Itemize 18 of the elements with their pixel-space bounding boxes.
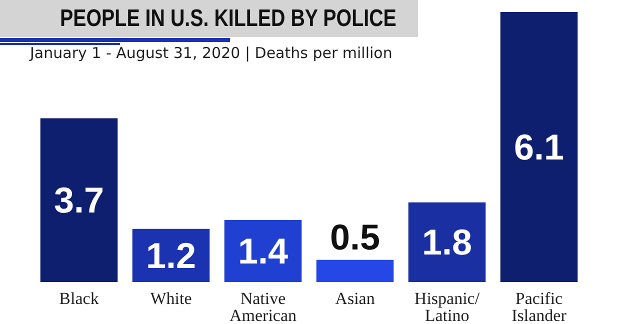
data-label: 1.4 [238, 230, 288, 272]
x-tick-label: Black [59, 289, 100, 308]
text: January 1 - August 31, 2020 | Deaths per million [30, 44, 392, 62]
data-label: 1.2 [146, 234, 196, 276]
chart-title: PEOPLE IN U.S. KILLED BY POLICE [60, 4, 396, 34]
x-tick-label: White [150, 289, 192, 308]
data-label: 1.8 [422, 222, 472, 263]
x-tick-label: Hispanic/ Latino [414, 289, 480, 324]
bar [500, 12, 578, 282]
bar [40, 118, 118, 282]
x-tick-label: Pacific Islander [512, 289, 567, 324]
data-label: 0.5 [330, 216, 380, 258]
x-tick-label: Native American [229, 289, 298, 324]
bar [316, 260, 394, 282]
bar [408, 202, 486, 282]
data-label: 6.1 [514, 126, 564, 168]
x-tick-label: Asian [335, 289, 376, 308]
data-label: 3.7 [54, 180, 104, 221]
